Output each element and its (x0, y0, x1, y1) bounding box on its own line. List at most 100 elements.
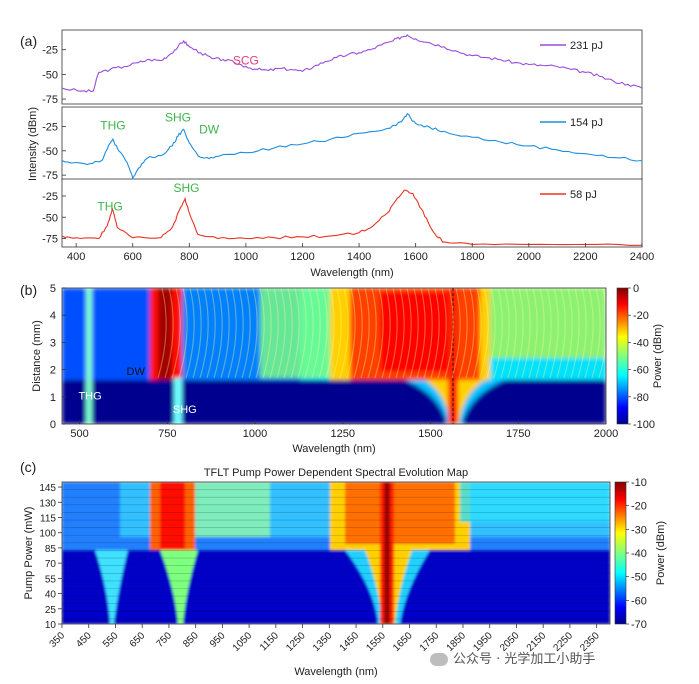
a-xtick-label: 600 (124, 251, 142, 263)
b-fringe (157, 288, 167, 379)
c-ytick-label: 70 (45, 559, 57, 570)
b-fringe (563, 288, 573, 379)
b-fringe (178, 288, 188, 379)
c-xtick-label: 1450 (338, 630, 362, 654)
c-xtick-label: 1150 (258, 630, 281, 653)
colorbar-tick-label: -100 (633, 419, 655, 431)
b-xtick-label: 1000 (243, 428, 267, 440)
b-fringe (367, 288, 377, 379)
a-xtick-label: 400 (67, 251, 85, 263)
panel-a-xlabel: Wavelength (nm) (310, 267, 393, 279)
b-annotation: DW (127, 366, 146, 378)
colorbar (614, 481, 627, 625)
a-xtick-label: 2400 (630, 251, 654, 263)
colorbar-label: Power (dBm) (655, 521, 667, 585)
b-fringe (549, 288, 559, 379)
b-fringe (206, 288, 216, 379)
a-xtick-label: 800 (180, 251, 198, 263)
a-xtick-label: 2000 (517, 251, 541, 263)
a-ytick-label: -25 (42, 121, 58, 133)
b-fringe (444, 288, 454, 379)
b-fringe (311, 288, 321, 379)
c-xtick-label: 750 (154, 630, 174, 650)
legend-label-0: 231 pJ (570, 40, 603, 52)
b-ytick-label: 5 (50, 283, 56, 295)
b-fringe (325, 288, 335, 379)
panel-label-c: (c) (20, 459, 36, 475)
subplot-a3-frame (61, 178, 643, 248)
b-fringe (269, 288, 279, 379)
b-fringe (283, 288, 293, 379)
panel-label-a: (a) (20, 33, 37, 49)
b-fringe (185, 288, 195, 379)
a-xtick-label: 1600 (403, 251, 427, 263)
b-fringe (514, 288, 524, 379)
b-fringe (430, 288, 440, 379)
a-ytick-label: -25 (42, 191, 58, 203)
b-fringe (276, 288, 286, 379)
a-ytick-label: -75 (42, 234, 58, 246)
subplot-a1-frame (61, 29, 643, 105)
c-xtick-label: 1350 (311, 630, 335, 654)
panel-b-frame (61, 287, 607, 425)
b-fringe (486, 288, 496, 379)
colorbar-label: Power (dBm) (652, 324, 664, 388)
b-fringe (164, 288, 174, 379)
panel-a-ylabel: Intensity (dBm) (27, 107, 39, 181)
b-fringe (472, 288, 482, 379)
colorbar-tick-label: -80 (633, 392, 649, 404)
b-fringe (199, 288, 209, 379)
colorbar (616, 287, 629, 425)
b-fringe (521, 288, 531, 379)
b-fringe (255, 288, 265, 379)
annotation: THG (97, 199, 122, 213)
b-fringe (577, 288, 587, 379)
colorbar-tick-label: -40 (631, 548, 647, 560)
colorbar-tick-label: -30 (631, 524, 647, 536)
annotation: SHG (165, 111, 191, 125)
b-fringe (542, 288, 552, 379)
panel-b-xlabel: Wavelength (nm) (292, 443, 375, 455)
colorbar-tick-label: -20 (633, 310, 649, 322)
a-ytick-label: -25 (42, 45, 58, 57)
a-ytick-label: -50 (42, 212, 58, 224)
b-xtick-label: 1250 (331, 428, 355, 440)
b-fringe (458, 288, 468, 379)
b-fringe (220, 288, 230, 379)
b-fringe (423, 288, 433, 379)
c-ytick-label: 130 (39, 498, 56, 509)
b-xtick-label: 750 (158, 428, 176, 440)
b-fringe (213, 288, 223, 379)
annotation: THG (100, 118, 125, 132)
colorbar-tick-label: -60 (633, 365, 649, 377)
b-fringe (318, 288, 328, 379)
b-xtick-label: 2000 (594, 428, 618, 440)
b-fringe (339, 288, 349, 379)
c-xtick-label: 950 (208, 630, 228, 650)
panel-c-frame (61, 481, 611, 625)
b-ytick-label: 0 (50, 419, 56, 431)
a-ytick-label: -50 (42, 69, 58, 81)
a-ytick-label: -75 (42, 94, 58, 106)
b-fringe (353, 288, 363, 379)
b-annotation: SHG (173, 404, 197, 416)
b-fringe (409, 288, 419, 379)
b-fringe (171, 288, 181, 379)
panel-c-title: TFLT Pump Power Dependent Spectral Evolu… (204, 467, 468, 479)
a-xtick-label: 1800 (460, 251, 484, 263)
a-xtick-label: 2200 (573, 251, 597, 263)
annotation: SCG (233, 54, 259, 68)
c-xtick-label: 450 (74, 630, 94, 650)
colorbar-tick-label: 0 (633, 283, 639, 295)
b-fringe (304, 288, 314, 379)
a-ytick-label: -50 (42, 146, 58, 158)
b-fringe (234, 288, 244, 379)
c-xtick-label: 550 (101, 630, 121, 650)
panel-b-heatmap (62, 288, 606, 424)
b-fringe (262, 288, 272, 379)
b-fringe (346, 288, 356, 379)
b-fringe (374, 288, 384, 379)
c-ytick-label: 25 (45, 605, 57, 616)
b-xtick-label: 1750 (506, 428, 530, 440)
